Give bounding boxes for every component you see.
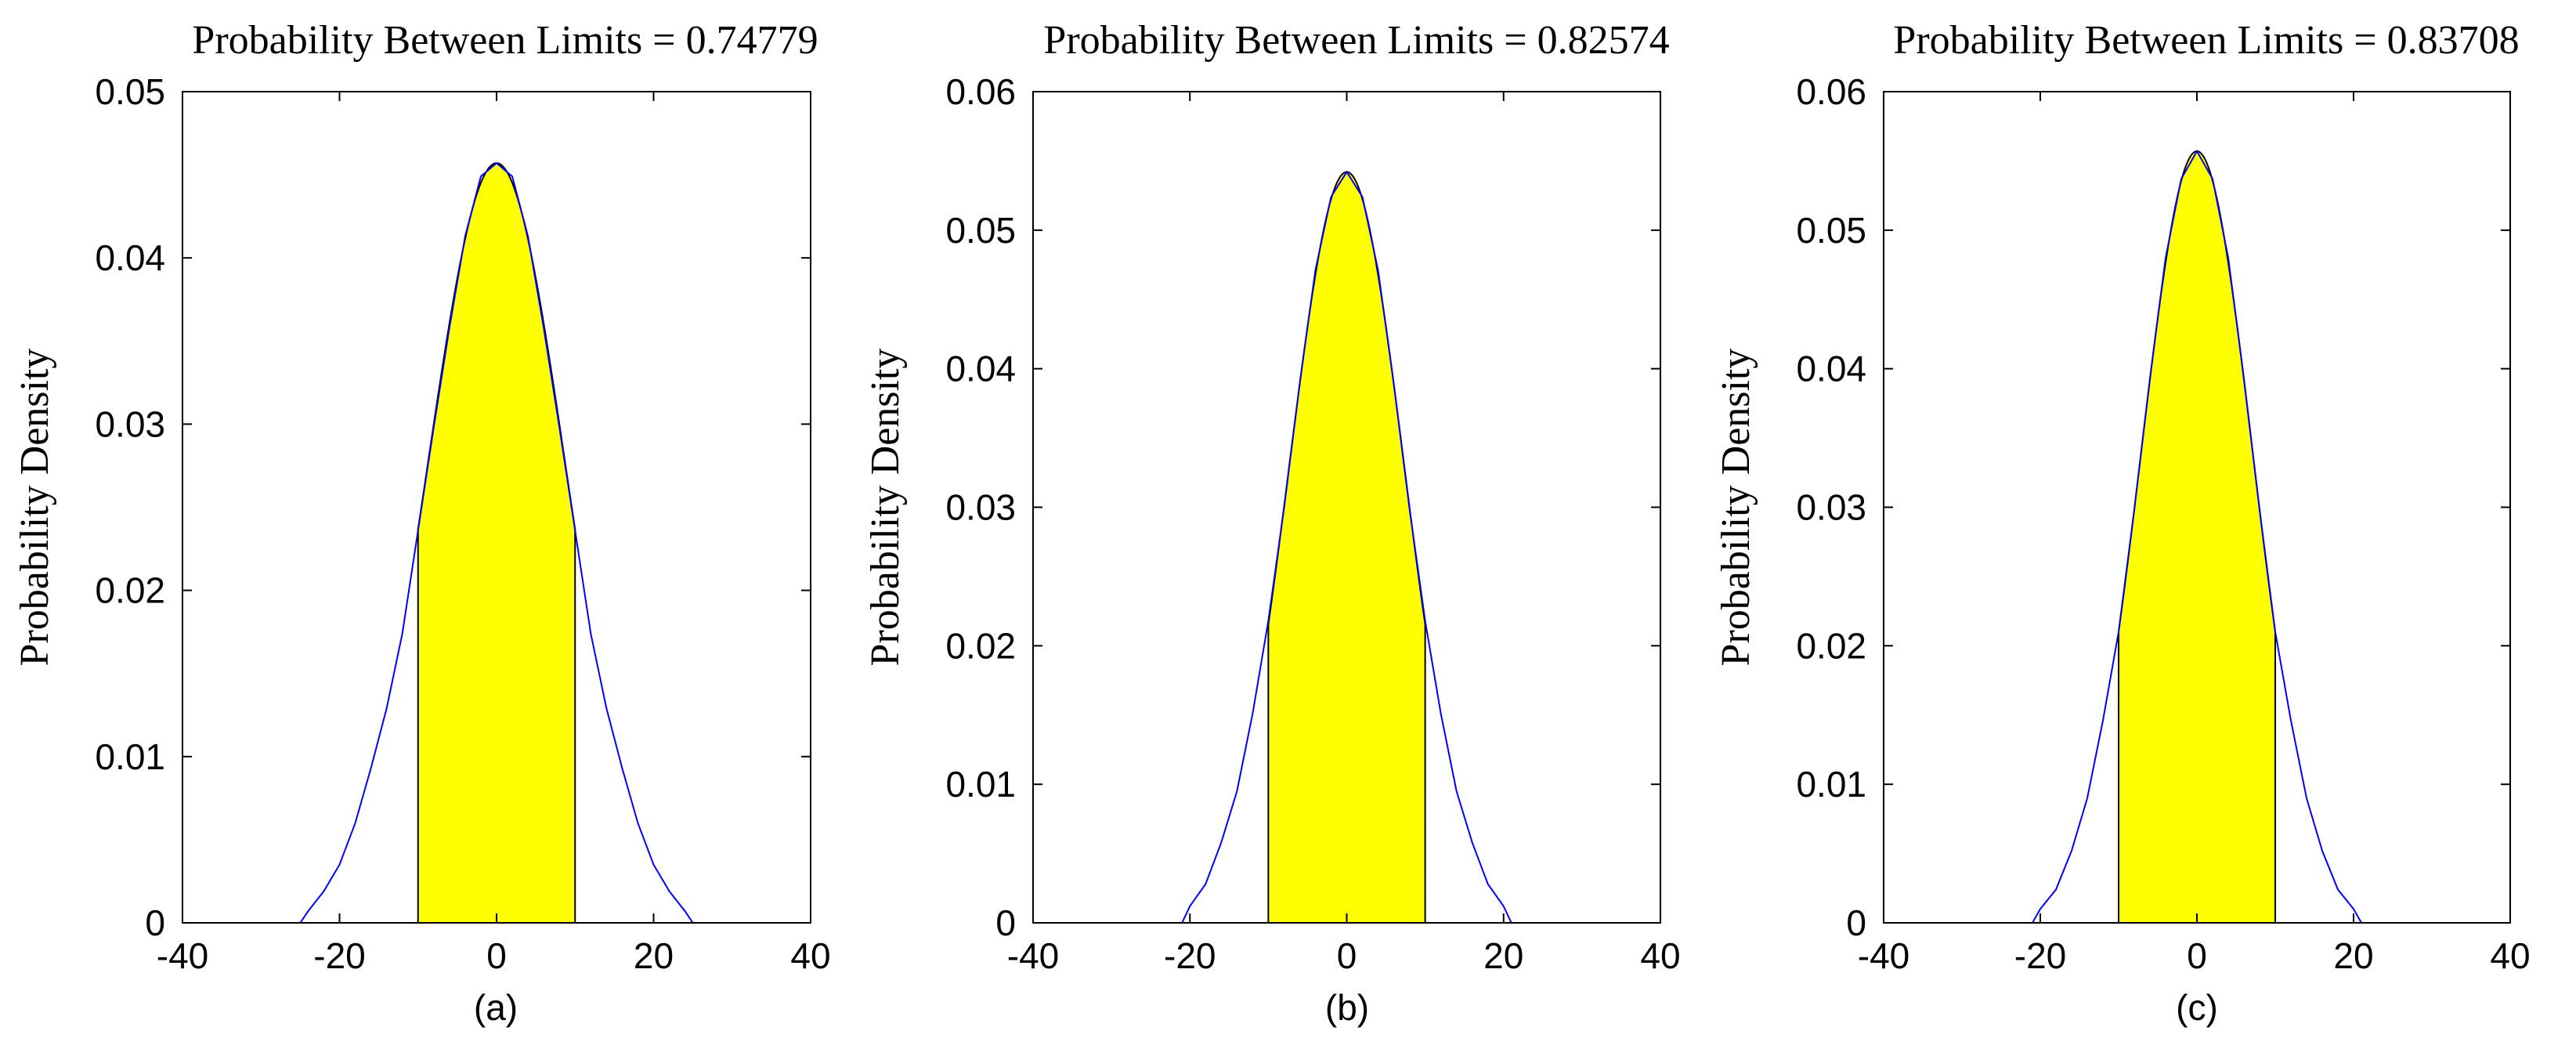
y-axis-label: Probability Density bbox=[13, 349, 57, 667]
x-tick-label: 0 bbox=[2187, 935, 2207, 976]
y-tick-label: 0.01 bbox=[1796, 764, 1866, 805]
y-tick-label: 0.05 bbox=[1796, 210, 1866, 251]
chart-title: Probability Between Limits = 0.83708 bbox=[1893, 18, 2519, 63]
x-tick-label: -20 bbox=[1164, 935, 1216, 976]
y-tick-label: 0.06 bbox=[945, 71, 1016, 112]
y-tick-label: 0.04 bbox=[1796, 349, 1866, 389]
x-tick-label: 40 bbox=[790, 935, 830, 976]
chart-panel-a: -40 -20 0 20 40 0 0.01 0.02 0.03 0.04 0.05 Probabil… bbox=[13, 18, 831, 1028]
x-tick-label: -20 bbox=[313, 935, 365, 976]
y-tick-label: 0.05 bbox=[95, 71, 165, 112]
density-curve bbox=[1884, 150, 2510, 924]
y-tick-label: 0.06 bbox=[1796, 71, 1866, 112]
y-tick-label: 0.03 bbox=[95, 403, 165, 444]
x-tick-label: 20 bbox=[634, 935, 674, 976]
x-tick-label: 20 bbox=[2333, 935, 2373, 976]
y-tick-label: 0.05 bbox=[945, 210, 1016, 251]
x-tick-label: -20 bbox=[2014, 935, 2066, 976]
y-axis-label: Probability Density bbox=[863, 349, 908, 667]
chart-panel-b: -40 -20 0 20 40 0 0.01 0.02 0.03 0.04 0.05 0.06 Prob… bbox=[863, 18, 1681, 1028]
y-tick-label: 0.02 bbox=[95, 570, 165, 611]
y-tick-label: 0.02 bbox=[945, 625, 1016, 666]
y-tick-label: 0.01 bbox=[95, 736, 165, 777]
x-tick-label: -40 bbox=[1007, 935, 1059, 976]
x-tick-label: 40 bbox=[2490, 935, 2530, 976]
x-tick-label: 20 bbox=[1483, 935, 1523, 976]
y-tick-label: 0.03 bbox=[945, 487, 1016, 528]
x-tick-label: -40 bbox=[1858, 935, 1909, 976]
panel-caption: (c) bbox=[2176, 987, 2218, 1028]
y-tick-label: 0.04 bbox=[945, 349, 1016, 389]
chart-panel-c: -40 -20 0 20 40 0 0.01 0.02 0.03 0.04 0.05 0.06 Prob… bbox=[1714, 18, 2531, 1028]
density-curve bbox=[1033, 170, 1660, 924]
x-tick-label: 40 bbox=[1640, 935, 1680, 976]
density-curve bbox=[182, 161, 811, 924]
x-tick-label: -40 bbox=[157, 935, 208, 976]
y-tick-label: 0 bbox=[1846, 902, 1866, 943]
y-tick-label: 0 bbox=[995, 902, 1016, 943]
y-tick-label: 0.02 bbox=[1796, 625, 1866, 666]
x-tick-label: 0 bbox=[1337, 935, 1357, 976]
y-tick-label: 0 bbox=[145, 902, 165, 943]
chart-title: Probability Between Limits = 0.74779 bbox=[192, 18, 818, 63]
y-tick-label: 0.01 bbox=[945, 764, 1016, 805]
chart-title: Probability Between Limits = 0.82574 bbox=[1043, 18, 1669, 63]
y-tick-label: 0.04 bbox=[95, 237, 165, 278]
panel-caption: (a) bbox=[474, 987, 518, 1028]
y-axis-label: Probability Density bbox=[1714, 349, 1758, 667]
y-tick-label: 0.03 bbox=[1796, 487, 1866, 528]
x-tick-label: 0 bbox=[486, 935, 507, 976]
panel-caption: (b) bbox=[1325, 987, 1369, 1028]
